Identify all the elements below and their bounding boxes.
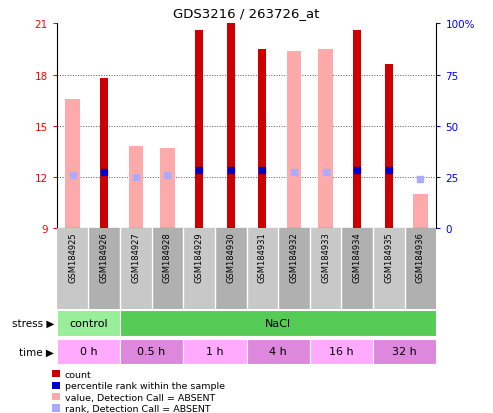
- Bar: [88, 229, 120, 309]
- Bar: [310, 229, 341, 309]
- Text: stress ▶: stress ▶: [12, 318, 54, 328]
- Bar: [152, 229, 183, 309]
- Bar: [120, 311, 436, 336]
- Text: GSM184925: GSM184925: [68, 232, 77, 282]
- Text: GSM184931: GSM184931: [258, 232, 267, 282]
- Bar: [318, 50, 333, 229]
- Bar: [278, 229, 310, 309]
- Bar: [353, 31, 361, 229]
- Bar: [287, 52, 301, 229]
- Bar: [183, 229, 215, 309]
- Bar: [100, 79, 108, 229]
- Text: 4 h: 4 h: [269, 346, 287, 356]
- Legend: count, percentile rank within the sample, value, Detection Call = ABSENT, rank, : count, percentile rank within the sample…: [48, 366, 229, 413]
- Bar: [258, 50, 266, 229]
- Text: GSM184928: GSM184928: [163, 232, 172, 282]
- Text: 16 h: 16 h: [329, 346, 353, 356]
- Text: 0 h: 0 h: [79, 346, 97, 356]
- Bar: [310, 339, 373, 364]
- Text: 1 h: 1 h: [206, 346, 224, 356]
- Text: NaCl: NaCl: [265, 318, 291, 328]
- Text: GSM184929: GSM184929: [195, 232, 204, 282]
- Bar: [405, 229, 436, 309]
- Bar: [57, 229, 88, 309]
- Text: GSM184927: GSM184927: [131, 232, 141, 282]
- Bar: [195, 31, 203, 229]
- Bar: [57, 311, 120, 336]
- Text: 32 h: 32 h: [392, 346, 417, 356]
- Bar: [129, 147, 143, 229]
- Text: GSM184932: GSM184932: [289, 232, 298, 282]
- Bar: [385, 65, 393, 229]
- Text: GSM184930: GSM184930: [226, 232, 235, 282]
- Text: GSM184926: GSM184926: [100, 232, 108, 282]
- Text: time ▶: time ▶: [19, 347, 54, 356]
- Bar: [120, 339, 183, 364]
- Text: GDS3216 / 263726_at: GDS3216 / 263726_at: [174, 7, 319, 20]
- Text: 0.5 h: 0.5 h: [138, 346, 166, 356]
- Bar: [160, 149, 175, 229]
- Text: GSM184936: GSM184936: [416, 232, 425, 283]
- Bar: [57, 339, 120, 364]
- Bar: [373, 339, 436, 364]
- Bar: [246, 229, 278, 309]
- Text: GSM184934: GSM184934: [352, 232, 362, 282]
- Bar: [66, 99, 80, 229]
- Bar: [227, 24, 235, 229]
- Bar: [183, 339, 246, 364]
- Bar: [246, 339, 310, 364]
- Bar: [120, 229, 152, 309]
- Bar: [373, 229, 405, 309]
- Text: GSM184933: GSM184933: [321, 232, 330, 283]
- Bar: [215, 229, 246, 309]
- Bar: [413, 195, 427, 229]
- Bar: [341, 229, 373, 309]
- Text: control: control: [69, 318, 107, 328]
- Text: GSM184935: GSM184935: [385, 232, 393, 282]
